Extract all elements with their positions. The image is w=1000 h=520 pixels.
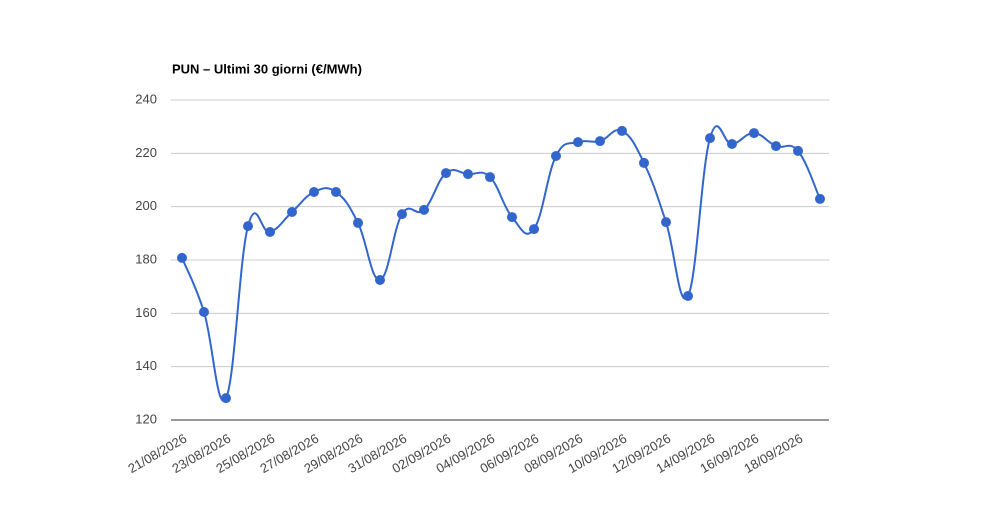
y-tick-label: 180 <box>135 251 157 266</box>
point <box>243 221 253 232</box>
point <box>441 168 451 179</box>
point <box>771 141 781 152</box>
point <box>661 217 671 228</box>
chart-title: PUN – Ultimi 30 giorni (€/MWh) <box>172 61 362 76</box>
y-tick-label: 240 <box>135 91 157 106</box>
point <box>705 133 715 144</box>
point <box>815 193 825 204</box>
point <box>177 252 187 263</box>
point <box>617 125 627 136</box>
point <box>419 204 429 215</box>
point <box>551 151 561 161</box>
point <box>683 291 693 301</box>
y-tick-label: 200 <box>135 198 157 213</box>
y-tick-label: 120 <box>135 411 157 426</box>
y-tick-label: 140 <box>135 358 157 373</box>
y-tick-label: 160 <box>135 305 157 320</box>
point <box>199 307 209 317</box>
point <box>507 212 517 223</box>
point <box>595 136 605 147</box>
y-tick-label: 220 <box>135 145 157 160</box>
point <box>573 137 583 148</box>
point <box>529 224 539 235</box>
point <box>397 209 407 220</box>
point <box>287 207 297 217</box>
point <box>353 217 363 228</box>
point <box>331 187 341 197</box>
line <box>181 125 821 402</box>
point <box>221 393 231 404</box>
point <box>793 145 803 156</box>
point <box>749 128 759 139</box>
point <box>375 275 385 285</box>
point <box>265 227 275 237</box>
point <box>485 172 495 183</box>
point <box>639 157 649 168</box>
point <box>463 169 473 180</box>
point <box>727 139 737 149</box>
point <box>309 187 319 197</box>
